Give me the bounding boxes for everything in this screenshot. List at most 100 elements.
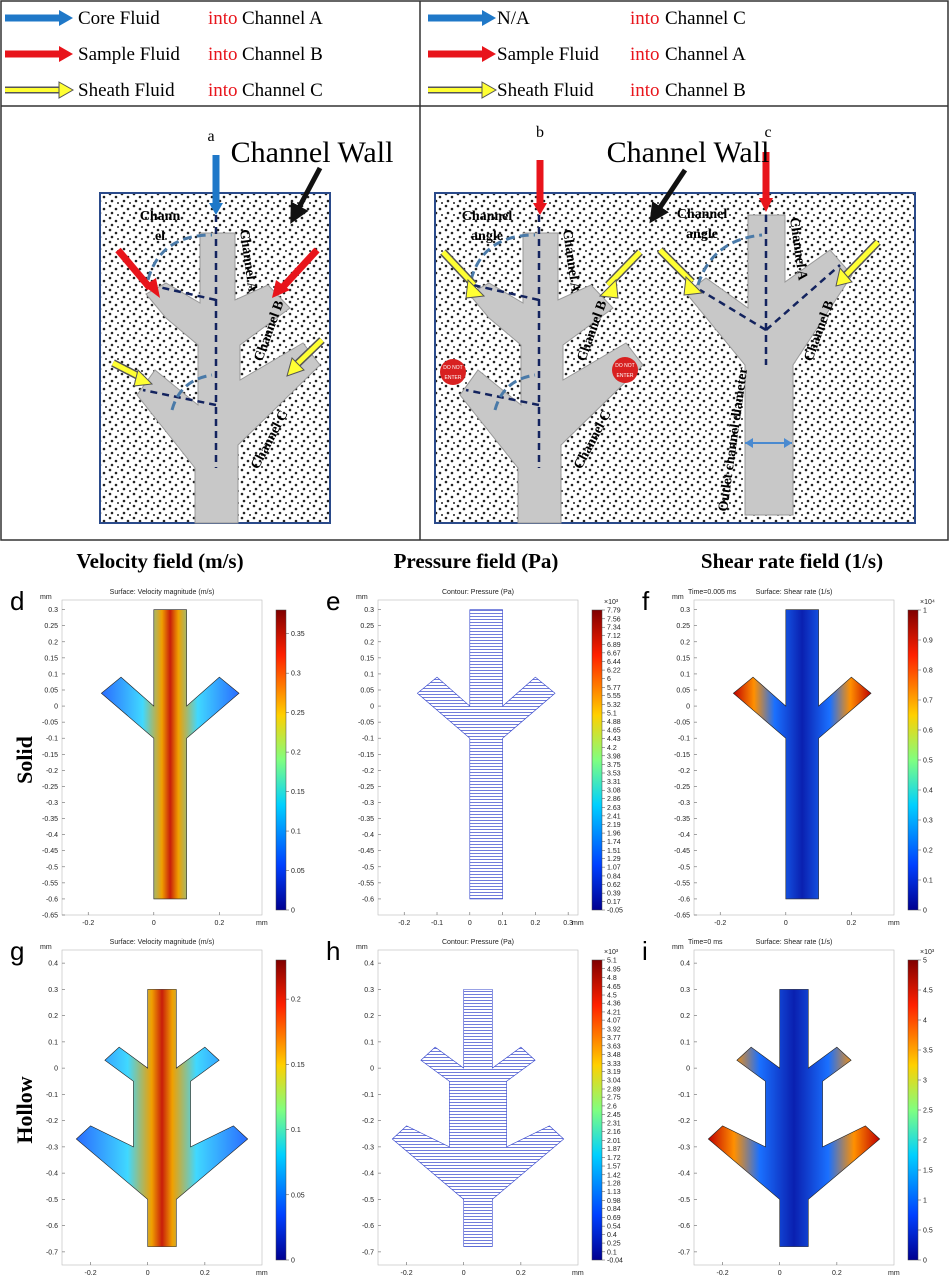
colorbar-tick-label: 4.8 [607, 975, 617, 982]
colorbar-tick-label: 6 [607, 676, 611, 683]
colorbar-tick-label: 1.57 [607, 1164, 621, 1171]
panel-letter: a [207, 128, 214, 145]
colorbar-tick-label: 3.75 [607, 762, 621, 769]
y-tick-label: 0.25 [44, 623, 58, 630]
colorbar-tick-label: 5.55 [607, 693, 621, 700]
colorbar-tick-label: 0.15 [291, 789, 305, 796]
y-tick-label: -0.7 [362, 1249, 374, 1256]
colorbar [591, 959, 603, 1261]
x-tick-label: -0.2 [85, 1270, 97, 1277]
axis-unit: mm [672, 594, 684, 601]
x-tick-label: 0.2 [531, 920, 541, 927]
y-tick-label: -0.25 [42, 784, 58, 791]
y-tick-label: 0.3 [680, 987, 690, 994]
row-label: Hollow [12, 1076, 37, 1143]
centerline [699, 215, 841, 365]
plot-frame [377, 949, 579, 1266]
legend-into: into [630, 8, 660, 29]
legend-fluid: Sheath Fluid [78, 80, 175, 101]
y-tick-label: -0.25 [674, 784, 690, 791]
plot-frame [61, 599, 263, 916]
y-tick-label: 0.2 [48, 639, 58, 646]
arrow [441, 250, 476, 287]
channel-shape [459, 232, 644, 524]
y-tick-label: 0.4 [680, 961, 690, 968]
plot-frame [61, 949, 263, 1266]
time-label: Time=0.005 ms [688, 589, 737, 596]
y-tick-label: 0.3 [364, 607, 374, 614]
colorbar [275, 959, 287, 1261]
colorbar-tick-label: 2.89 [607, 1086, 621, 1093]
y-tick-label: -0.1 [362, 736, 374, 743]
y-tick-label: -0.6 [678, 896, 690, 903]
arrow-head [144, 278, 160, 298]
channel-field [416, 609, 556, 900]
colorbar-tick-label: 2.86 [607, 796, 621, 803]
y-tick-label: 0.05 [44, 688, 58, 695]
y-tick-label: -0.5 [678, 864, 690, 871]
colorbar-tick-label: 1.28 [607, 1180, 621, 1187]
colorbar-tick-label: 7.34 [607, 625, 621, 632]
colorbar-tick-label: 3.48 [607, 1052, 621, 1059]
arrow [658, 248, 694, 284]
colorbar-tick-label: 0.2 [291, 997, 301, 1004]
colorbar-tick-label: 4.88 [607, 719, 621, 726]
panel-title: Contour: Pressure (Pa) [442, 589, 514, 596]
y-tick-label: 0.2 [680, 1013, 690, 1020]
colorbar-tick-label: 2 [923, 1138, 927, 1145]
legend-into: into [630, 80, 660, 101]
colorbar-tick-label: 4.36 [607, 1001, 621, 1008]
colorbar-tick-label: 4.43 [607, 736, 621, 743]
panel-letter: h [326, 936, 340, 966]
colorbar-tick-label: 0.7 [923, 698, 933, 705]
colorbar-tick-label: 0.2 [923, 848, 933, 855]
x-tick-label: -0.2 [401, 1270, 413, 1277]
y-tick-label: -0.3 [46, 800, 58, 807]
y-tick-label: 0 [370, 1066, 374, 1073]
y-tick-label: -0.45 [42, 848, 58, 855]
axis-unit: mm [40, 944, 52, 951]
colorbar-tick-label: 0.25 [607, 1241, 621, 1248]
arrow [294, 338, 324, 367]
x-tick-label: -0.2 [717, 1270, 729, 1277]
y-tick-label: -0.15 [42, 752, 58, 759]
colorbar-tick-label: 4.95 [607, 966, 621, 973]
legend-into: into [630, 44, 660, 65]
x-tick-label: 0 [778, 1270, 782, 1277]
y-tick-label: -0.55 [42, 880, 58, 887]
sign [612, 357, 638, 383]
colorbar-tick-label: 3.33 [607, 1061, 621, 1068]
channel-b-tree [459, 215, 644, 524]
colorbar-tick-label: 0.62 [607, 882, 621, 889]
y-tick-label: -0.4 [678, 1171, 690, 1178]
y-tick-label: -0.4 [678, 832, 690, 839]
colorbar-tick-label: 2.01 [607, 1138, 621, 1145]
colorbar-tick-label: 7.56 [607, 616, 621, 623]
colorbar-tick-label: 0.05 [291, 868, 305, 875]
legend-channel: Channel A [665, 44, 746, 65]
panel-letter: i [642, 936, 648, 966]
legend-arrow-head [59, 10, 73, 26]
colorbar [591, 609, 603, 911]
y-tick-label: 0.1 [48, 1039, 58, 1046]
y-tick-label: -0.2 [678, 768, 690, 775]
colorbar-tick-label: -0.05 [607, 908, 623, 915]
x-tick-label: 0.1 [498, 920, 508, 927]
legend-arrow-head [58, 81, 75, 99]
channel-field [75, 989, 249, 1247]
colorbar-tick-label: 2.31 [607, 1120, 621, 1127]
channel-field [707, 989, 881, 1247]
colorbar-tick-label: 0.84 [607, 873, 621, 880]
colorbar-tick-label: 4.65 [607, 984, 621, 991]
axis-unit: mm [572, 1270, 584, 1277]
centerline [465, 215, 541, 468]
colorbar-tick-label: 6.67 [607, 650, 621, 657]
colorbar [907, 609, 919, 911]
colorbar-tick-label: -0.04 [607, 1258, 623, 1265]
colorbar-tick-label: 3.5 [923, 1048, 933, 1055]
y-tick-label: -0.1 [678, 1092, 690, 1099]
channel-wall-box [434, 192, 916, 524]
colorbar-tick-label: 4.5 [923, 988, 933, 995]
colorbar-tick-label: 1.42 [607, 1172, 621, 1179]
